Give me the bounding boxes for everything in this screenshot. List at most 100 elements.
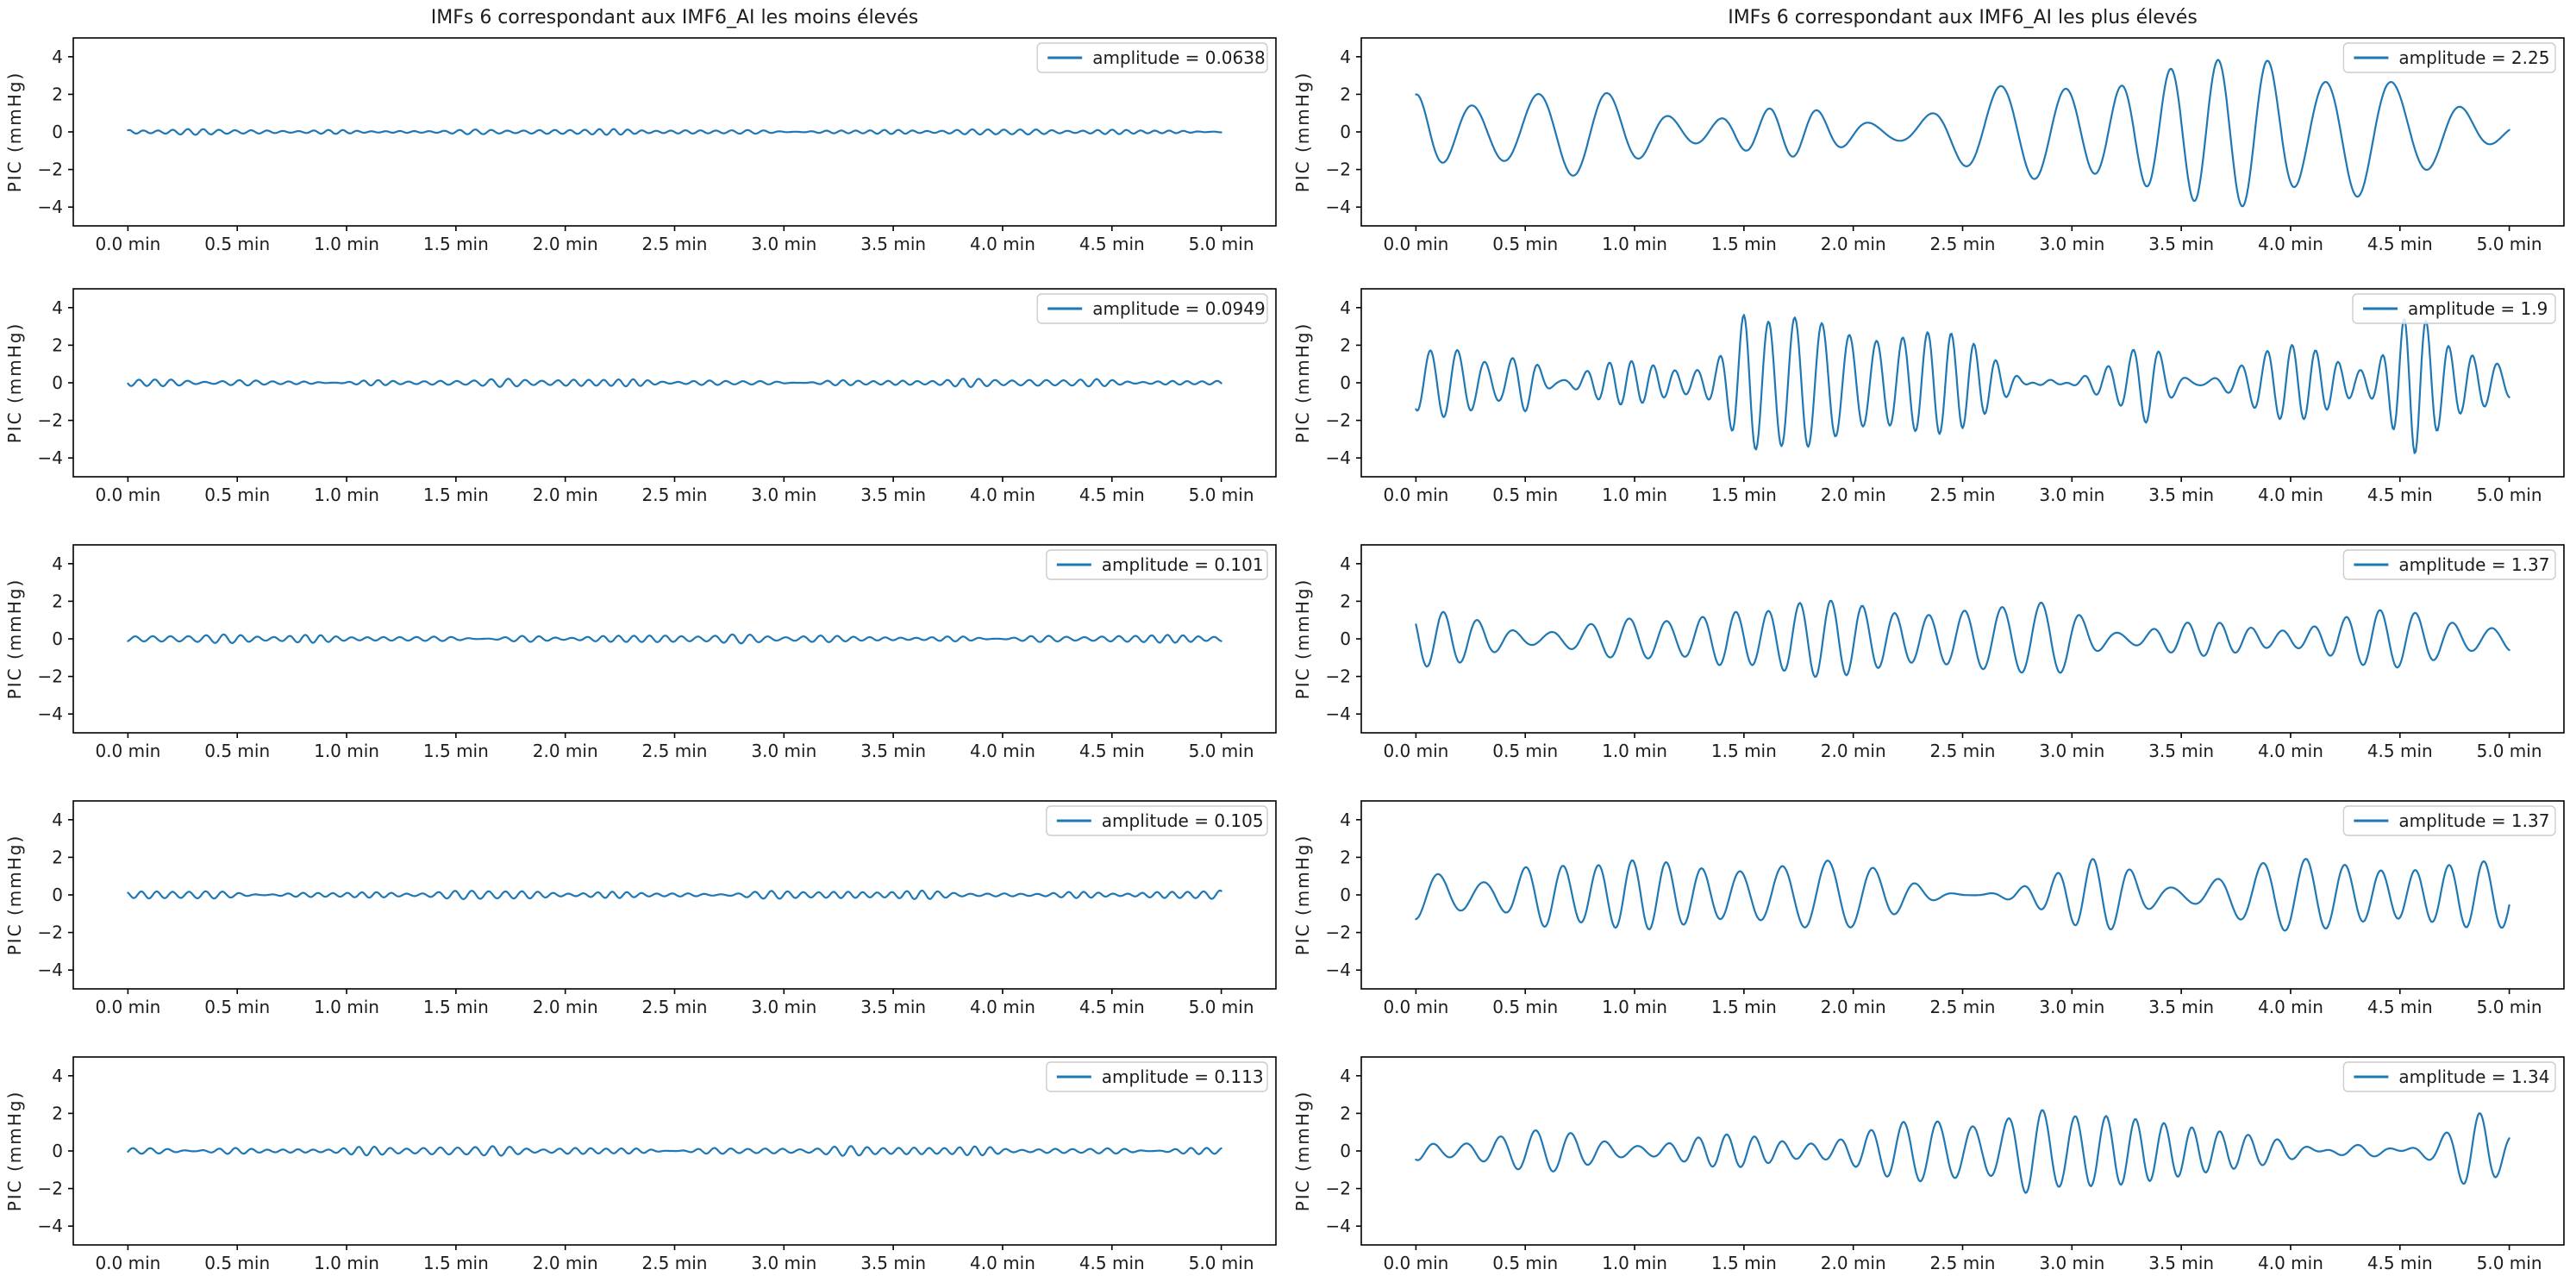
x-tick-label: 2.0 min <box>533 485 598 505</box>
y-axis-ticks: 4 2 0 −2 −4 <box>1326 553 1361 724</box>
x-tick-label: 0.0 min <box>95 1253 160 1273</box>
legend-box <box>2342 1061 2556 1092</box>
x-axis-ticks: 0.0 min 0.5 min 1.0 min 1.5 min 2.0 min 2.5 m… <box>95 477 1254 505</box>
legend: amplitude = 2.25 <box>2342 42 2556 73</box>
legend-label: amplitude = 1.37 <box>2398 810 2549 831</box>
x-tick-label: 5.0 min <box>1189 741 1254 761</box>
x-tick-label: 4.5 min <box>2367 997 2433 1017</box>
legend-box <box>1036 293 1268 324</box>
x-tick-label: 3.5 min <box>860 234 926 254</box>
x-tick-label: 3.5 min <box>860 997 926 1017</box>
x-axis-ticks: 0.0 min 0.5 min 1.0 min 1.5 min 2.0 min 2.5 m… <box>95 1245 1254 1273</box>
x-axis-ticks: 0.0 min 0.5 min 1.0 min 1.5 min 2.0 min 2.5 m… <box>95 733 1254 761</box>
x-tick-label: 0.0 min <box>1383 997 1448 1017</box>
legend: amplitude = 0.113 <box>1046 1061 1268 1092</box>
x-tick-label: 5.0 min <box>2477 997 2542 1017</box>
x-tick-label: 4.0 min <box>2258 997 2323 1017</box>
subplot-r3-c1: 0.0 min 0.5 min 1.0 min 1.5 min 2.0 min 2.5 m… <box>1288 768 2576 1024</box>
x-tick-label: 4.5 min <box>1079 741 1145 761</box>
x-tick-label: 3.5 min <box>2148 234 2214 254</box>
y-tick-label: 0 <box>52 372 63 393</box>
x-tick-label: 3.5 min <box>2148 1253 2214 1273</box>
x-tick-label: 3.0 min <box>2039 997 2104 1017</box>
x-tick-label: 0.5 min <box>204 741 270 761</box>
subplot-r2-c0: 0.0 min 0.5 min 1.0 min 1.5 min 2.0 min 2.5 m… <box>0 512 1288 768</box>
x-tick-label: 2.5 min <box>1930 741 1996 761</box>
y-tick-label: 2 <box>1340 84 1351 104</box>
y-tick-label: 0 <box>1340 372 1351 393</box>
y-axis-label: PIC (mmHg) <box>1292 578 1313 700</box>
x-tick-label: 0.5 min <box>1492 741 1558 761</box>
plot-canvas: 0.0 min 0.5 min 1.0 min 1.5 min 2.0 min 2.5 m… <box>1292 288 2565 505</box>
y-tick-label: −2 <box>1326 159 1351 180</box>
x-tick-label: 1.5 min <box>423 741 489 761</box>
y-tick-label: −2 <box>38 666 63 687</box>
x-tick-label: 1.0 min <box>314 741 379 761</box>
waveform-line <box>127 378 1222 389</box>
x-tick-label: 5.0 min <box>1189 234 1254 254</box>
x-tick-label: 0.0 min <box>95 234 160 254</box>
x-tick-label: 4.5 min <box>2367 485 2433 505</box>
x-tick-label: 5.0 min <box>2477 234 2542 254</box>
x-tick-label: 4.0 min <box>2258 741 2323 761</box>
waveform-line <box>1415 1109 2510 1194</box>
x-tick-label: 3.5 min <box>860 1253 926 1273</box>
legend-label: amplitude = 0.105 <box>1102 810 1264 831</box>
legend-label: amplitude = 0.113 <box>1102 1066 1264 1087</box>
x-tick-label: 0.5 min <box>1492 1253 1558 1273</box>
y-tick-label: −4 <box>38 960 63 980</box>
y-tick-label: −4 <box>1326 704 1351 724</box>
x-axis-ticks: 0.0 min 0.5 min 1.0 min 1.5 min 2.0 min 2.5 m… <box>95 226 1254 254</box>
x-tick-label: 3.5 min <box>860 741 926 761</box>
legend: amplitude = 0.0638 <box>1036 42 1268 73</box>
waveform-line <box>1415 59 2510 208</box>
x-tick-label: 4.5 min <box>1079 234 1145 254</box>
y-axis-label: PIC (mmHg) <box>4 578 25 700</box>
y-axis-label: PIC (mmHg) <box>1292 1091 1313 1212</box>
x-tick-label: 2.0 min <box>1821 485 1886 505</box>
x-tick-label: 1.0 min <box>1602 997 1667 1017</box>
legend-box <box>2342 805 2556 836</box>
chart-title: IMFs 6 correspondant aux IMF6_AI les plu… <box>1728 7 2198 28</box>
plot-canvas: 0.0 min 0.5 min 1.0 min 1.5 min 2.0 min 2.5 m… <box>1292 1056 2565 1273</box>
y-tick-label: 2 <box>1340 335 1351 355</box>
y-tick-label: −2 <box>1326 1179 1351 1199</box>
x-tick-label: 1.5 min <box>423 485 489 505</box>
x-tick-label: 4.0 min <box>2258 485 2323 505</box>
x-tick-label: 0.0 min <box>1383 741 1448 761</box>
y-axis-label: PIC (mmHg) <box>4 72 25 193</box>
x-tick-label: 3.0 min <box>751 1253 816 1273</box>
legend-box <box>2342 549 2556 580</box>
x-tick-label: 4.0 min <box>970 234 1035 254</box>
y-tick-label: −4 <box>38 1216 63 1236</box>
x-tick-label: 1.0 min <box>1602 485 1667 505</box>
y-axis-ticks: 4 2 0 −2 −4 <box>38 553 73 724</box>
x-tick-label: 0.5 min <box>204 234 270 254</box>
y-axis-ticks: 4 2 0 −2 −4 <box>1326 1066 1361 1236</box>
x-tick-label: 1.0 min <box>1602 1253 1667 1273</box>
y-axis-ticks: 4 2 0 −2 −4 <box>38 297 73 468</box>
y-tick-label: 2 <box>52 335 63 355</box>
x-tick-label: 0.5 min <box>204 485 270 505</box>
y-tick-label: −2 <box>38 1179 63 1199</box>
x-tick-label: 0.5 min <box>204 997 270 1017</box>
y-tick-label: −4 <box>1326 960 1351 980</box>
y-axis-ticks: 4 2 0 −2 −4 <box>38 47 73 217</box>
x-tick-label: 2.0 min <box>533 234 598 254</box>
y-axis-ticks: 4 2 0 −2 −4 <box>38 1066 73 1236</box>
x-axis-ticks: 0.0 min 0.5 min 1.0 min 1.5 min 2.0 min 2.5 m… <box>1383 226 2542 254</box>
y-axis-ticks: 4 2 0 −2 −4 <box>1326 47 1361 217</box>
x-tick-label: 4.5 min <box>1079 1253 1145 1273</box>
subplot-r1-c1: 0.0 min 0.5 min 1.0 min 1.5 min 2.0 min 2.5 m… <box>1288 256 2576 512</box>
x-tick-label: 1.5 min <box>423 1253 489 1273</box>
y-tick-label: −2 <box>38 410 63 431</box>
x-axis-ticks: 0.0 min 0.5 min 1.0 min 1.5 min 2.0 min 2.5 m… <box>1383 989 2542 1017</box>
y-tick-label: 0 <box>52 122 63 142</box>
subplot-r4-c0: 0.0 min 0.5 min 1.0 min 1.5 min 2.0 min 2.5 m… <box>0 1024 1288 1280</box>
x-tick-label: 1.5 min <box>423 234 489 254</box>
x-tick-label: 0.0 min <box>1383 1253 1448 1273</box>
x-tick-label: 3.0 min <box>2039 741 2104 761</box>
y-axis-label: PIC (mmHg) <box>4 835 25 956</box>
subplot-r1-c0: 0.0 min 0.5 min 1.0 min 1.5 min 2.0 min 2.5 m… <box>0 256 1288 512</box>
